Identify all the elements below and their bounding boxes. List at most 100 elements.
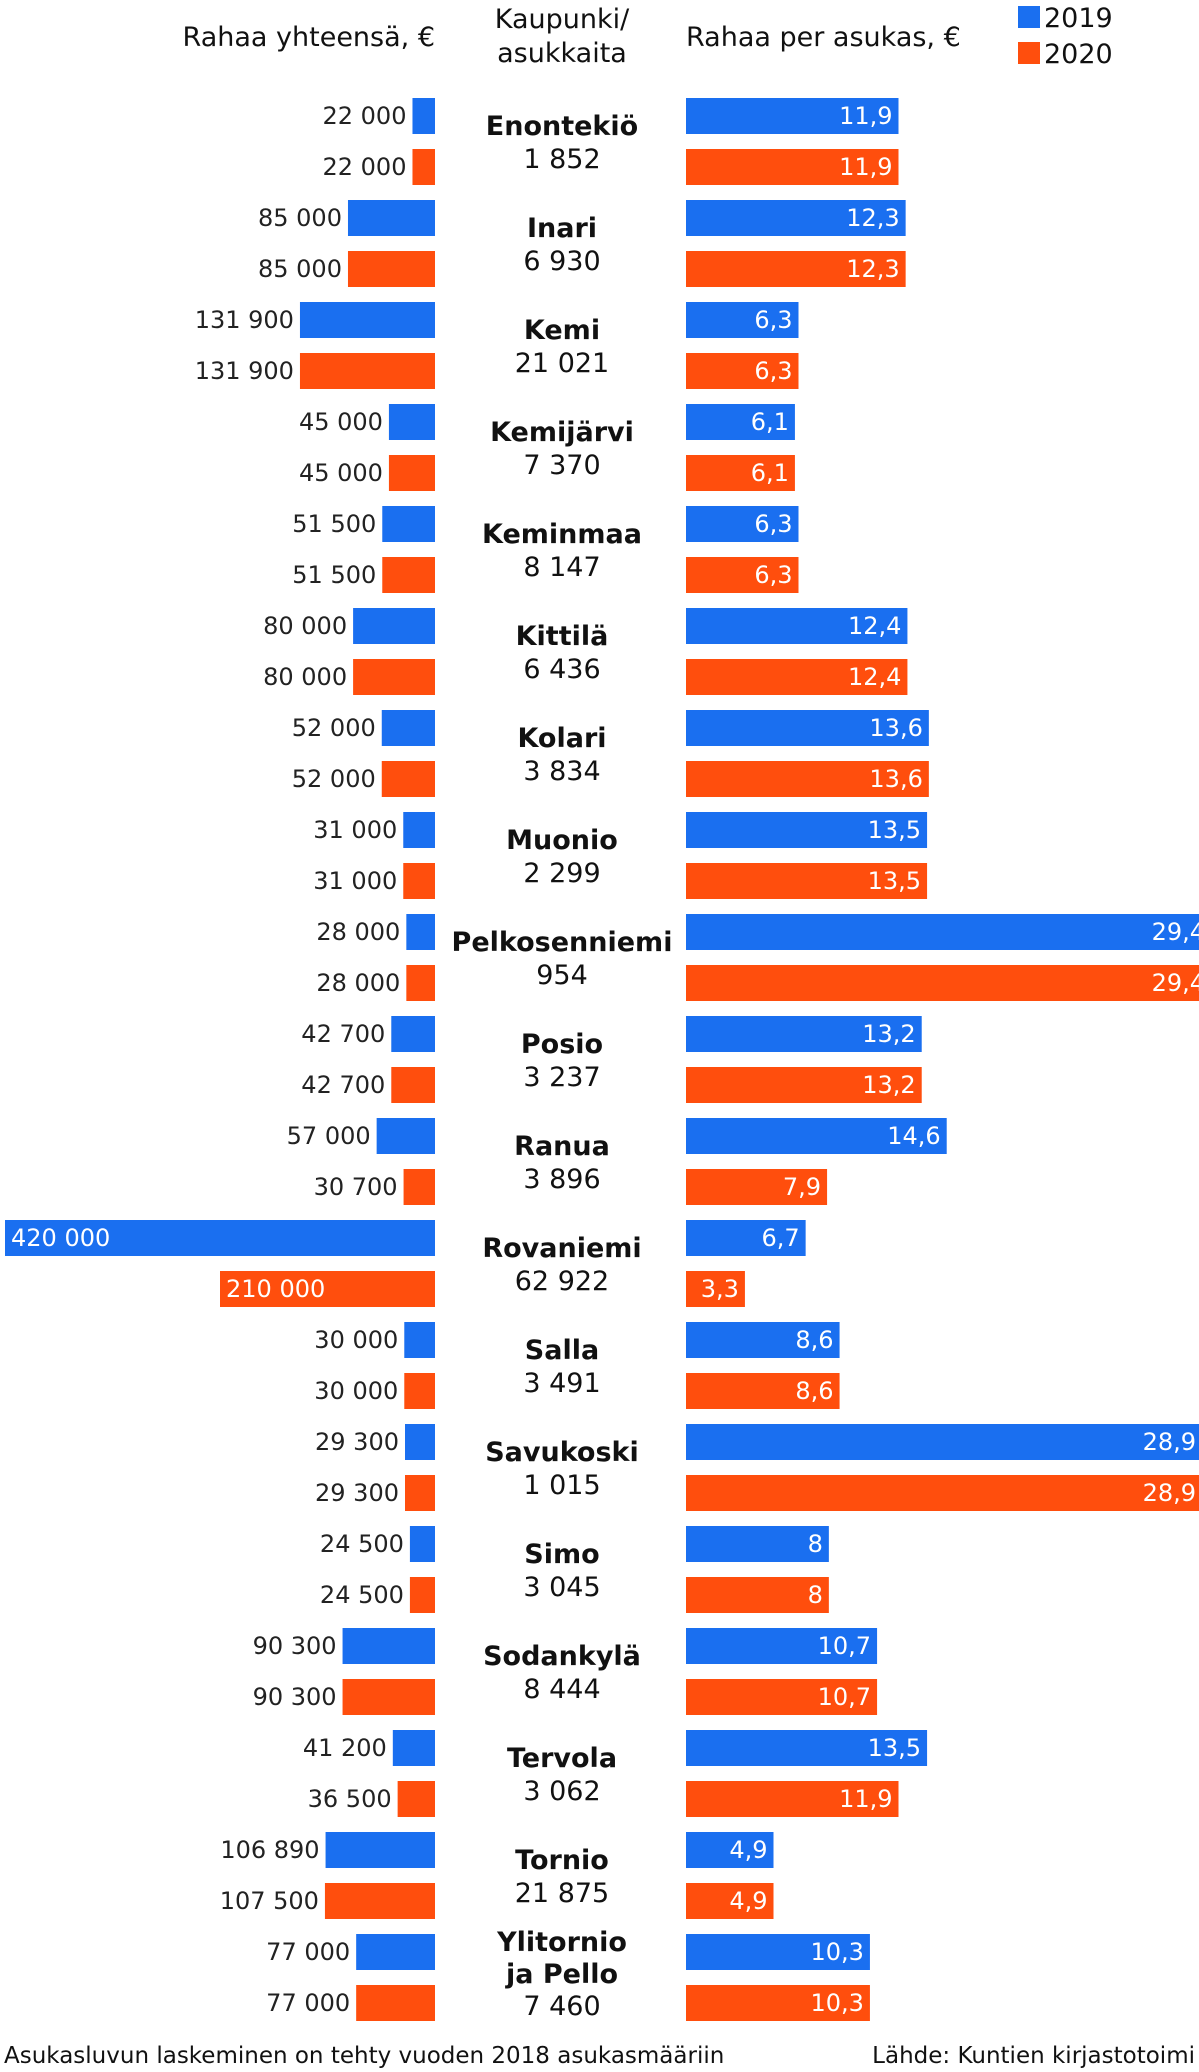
total-label-sodankylä-2020: 90 300: [253, 1683, 337, 1711]
per-label-tornio-2020: 4,9: [729, 1887, 767, 1915]
city-population-kemijärvi: 7 370: [523, 450, 600, 481]
per-label-tornio-2019: 4,9: [729, 1836, 767, 1864]
per-bar-posio-2019: [686, 1016, 922, 1052]
total-label-posio-2020: 42 700: [301, 1071, 385, 1099]
city-name-tornio: Tornio: [515, 1845, 609, 1876]
per-label-rovaniemi-2020: 3,3: [701, 1275, 739, 1303]
per-label-sodankylä-2020: 10,7: [818, 1683, 871, 1711]
per-bar-simo-2020: [686, 1577, 829, 1613]
total-label-simo-2019: 24 500: [320, 1530, 404, 1558]
city-name-inari: Inari: [527, 213, 597, 244]
per-label-kolari-2019: 13,6: [869, 714, 922, 742]
total-bar-pelkosenniemi-2019: [406, 914, 435, 950]
per-bar-ranua-2019: [686, 1118, 947, 1154]
total-bar-kittilä-2020: [353, 659, 435, 695]
total-bar-keminmaa-2020: [382, 557, 435, 593]
total-bar-kittilä-2019: [353, 608, 435, 644]
total-bar-ranua-2019: [376, 1118, 435, 1154]
total-bar-kemijärvi-2020: [388, 455, 435, 491]
per-label-kolari-2020: 13,6: [869, 765, 922, 793]
total-bar-tornio-2019: [325, 1832, 435, 1868]
total-label-posio-2019: 42 700: [301, 1020, 385, 1048]
total-bar-pelkosenniemi-2020: [406, 965, 435, 1001]
total-label-ranua-2019: 57 000: [287, 1122, 371, 1150]
per-bar-tervola-2020: [686, 1781, 899, 1817]
per-label-simo-2020: 8: [808, 1581, 823, 1609]
per-bar-tervola-2019: [686, 1730, 928, 1766]
city-name-tervola: Tervola: [507, 1743, 617, 1774]
right-header: Rahaa per asukas, €: [686, 22, 961, 53]
total-bar-rovaniemi-2020: [220, 1271, 435, 1307]
middle-header-line2: asukkaita: [497, 38, 627, 69]
total-label-tervola-2020: 36 500: [308, 1785, 392, 1813]
city-name-pelkosenniemi: Pelkosenniemi: [452, 927, 673, 958]
city-name-ylitornio-ja-pello-line2: ja Pello: [505, 1959, 618, 1990]
city-population-sodankylä: 8 444: [523, 1674, 600, 1705]
per-label-savukoski-2020: 28,9: [1143, 1479, 1196, 1507]
city-name-savukoski: Savukoski: [485, 1437, 639, 1468]
city-name-rovaniemi: Rovaniemi: [482, 1233, 641, 1264]
per-bar-kolari-2019: [686, 710, 929, 746]
city-name-posio: Posio: [521, 1029, 603, 1060]
city-name-sodankylä: Sodankylä: [483, 1641, 641, 1672]
total-label-keminmaa-2020: 51 500: [292, 561, 376, 589]
total-bar-sodankylä-2020: [342, 1679, 435, 1715]
city-name-simo: Simo: [524, 1539, 599, 1570]
total-label-simo-2020: 24 500: [320, 1581, 404, 1609]
city-population-tervola: 3 062: [523, 1776, 600, 1807]
total-label-kittilä-2020: 80 000: [263, 663, 347, 691]
per-label-muonio-2020: 13,5: [868, 867, 921, 895]
per-bar-tornio-2019: [686, 1832, 774, 1868]
city-population-ranua: 3 896: [523, 1164, 600, 1195]
per-label-ylitornio-ja-pello-2020: 10,3: [810, 1989, 863, 2017]
city-name-ranua: Ranua: [514, 1131, 610, 1162]
total-label-ylitornio-ja-pello-2019: 77 000: [266, 1938, 350, 1966]
total-label-kemijärvi-2019: 45 000: [299, 408, 383, 436]
total-bar-ranua-2020: [403, 1169, 435, 1205]
city-name-kemijärvi: Kemijärvi: [490, 417, 634, 448]
total-bar-kolari-2019: [381, 710, 435, 746]
legend-label-2019: 2019: [1044, 3, 1113, 34]
city-population-savukoski: 1 015: [523, 1470, 600, 1501]
per-bar-salla-2020: [686, 1373, 840, 1409]
legend-swatch-2019: [1018, 6, 1040, 28]
per-label-ranua-2019: 14,6: [887, 1122, 940, 1150]
city-population-salla: 3 491: [523, 1368, 600, 1399]
total-bar-kolari-2020: [381, 761, 435, 797]
total-bar-ylitornio-ja-pello-2019: [356, 1934, 435, 1970]
city-population-rovaniemi: 62 922: [515, 1266, 609, 1297]
per-bar-ranua-2020: [686, 1169, 828, 1205]
per-bar-keminmaa-2019: [686, 506, 799, 542]
per-label-kittilä-2019: 12,4: [848, 612, 901, 640]
total-bar-salla-2020: [404, 1373, 435, 1409]
per-bar-kemi-2020: [686, 353, 799, 389]
footer-source: Lähde: Kuntien kirjastotoimi: [872, 2043, 1195, 2069]
total-label-tervola-2019: 41 200: [303, 1734, 387, 1762]
total-bar-kemi-2019: [299, 302, 435, 338]
per-bar-tornio-2020: [686, 1883, 774, 1919]
per-bar-sodankylä-2020: [686, 1679, 878, 1715]
per-bar-enontekiö-2020: [686, 149, 899, 185]
per-label-tervola-2019: 13,5: [868, 1734, 921, 1762]
per-bar-keminmaa-2020: [686, 557, 799, 593]
legend-label-2020: 2020: [1044, 39, 1113, 70]
total-bar-salla-2019: [404, 1322, 435, 1358]
city-name-kemi: Kemi: [524, 315, 600, 346]
total-bar-ylitornio-ja-pello-2020: [356, 1985, 435, 2021]
per-label-keminmaa-2019: 6,3: [754, 510, 792, 538]
total-bar-simo-2019: [409, 1526, 435, 1562]
city-name-kolari: Kolari: [517, 723, 606, 754]
per-bar-pelkosenniemi-2019: [686, 914, 1199, 950]
per-bar-posio-2020: [686, 1067, 922, 1103]
per-label-kittilä-2020: 12,4: [848, 663, 901, 691]
per-bar-muonio-2019: [686, 812, 928, 848]
per-label-kemijärvi-2019: 6,1: [751, 408, 789, 436]
per-bar-inari-2019: [686, 200, 906, 236]
total-label-muonio-2020: 31 000: [313, 867, 397, 895]
total-label-salla-2019: 30 000: [314, 1326, 398, 1354]
city-name-salla: Salla: [525, 1335, 599, 1366]
city-population-posio: 3 237: [523, 1062, 600, 1093]
per-bar-sodankylä-2019: [686, 1628, 878, 1664]
total-bar-tervola-2019: [392, 1730, 435, 1766]
city-population-pelkosenniemi: 954: [536, 960, 588, 991]
